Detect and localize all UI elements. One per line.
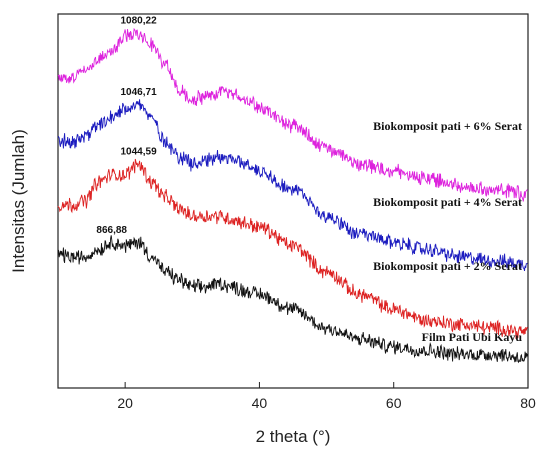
series-2pct-label: Biokomposit pati + 2% Serat [373, 259, 522, 273]
series-6pct-label: Biokomposit pati + 6% Serat [373, 119, 522, 133]
series-film-label: Film Pati Ubi Kayu [422, 330, 523, 344]
x-tick-label-80: 80 [520, 395, 536, 411]
x-tick-label-40: 40 [252, 395, 268, 411]
annotations: 1080,22 Biokomposit pati + 6% Serat 1046,7… [96, 16, 522, 344]
series-layer [57, 27, 528, 364]
x-ticks: 20 40 60 80 [117, 382, 536, 411]
y-axis-title: Intensitas (Jumlah) [9, 129, 28, 273]
series-6pct-peak-label: 1080,22 [120, 16, 157, 27]
series-6pct-line [57, 27, 528, 202]
series-2pct-line [57, 158, 528, 340]
series-film-peak-label: 866,88 [96, 225, 127, 236]
series-4pct-label: Biokomposit pati + 4% Serat [373, 195, 522, 209]
series-4pct-peak-label: 1046,71 [120, 87, 157, 98]
x-tick-label-60: 60 [386, 395, 402, 411]
x-tick-label-20: 20 [117, 395, 133, 411]
series-2pct-peak-label: 1044,59 [120, 147, 157, 158]
series-4pct-line [57, 99, 528, 271]
plot-frame [57, 13, 529, 389]
series-film-line [57, 235, 528, 364]
x-axis-title: 2 theta (°) [256, 427, 331, 446]
